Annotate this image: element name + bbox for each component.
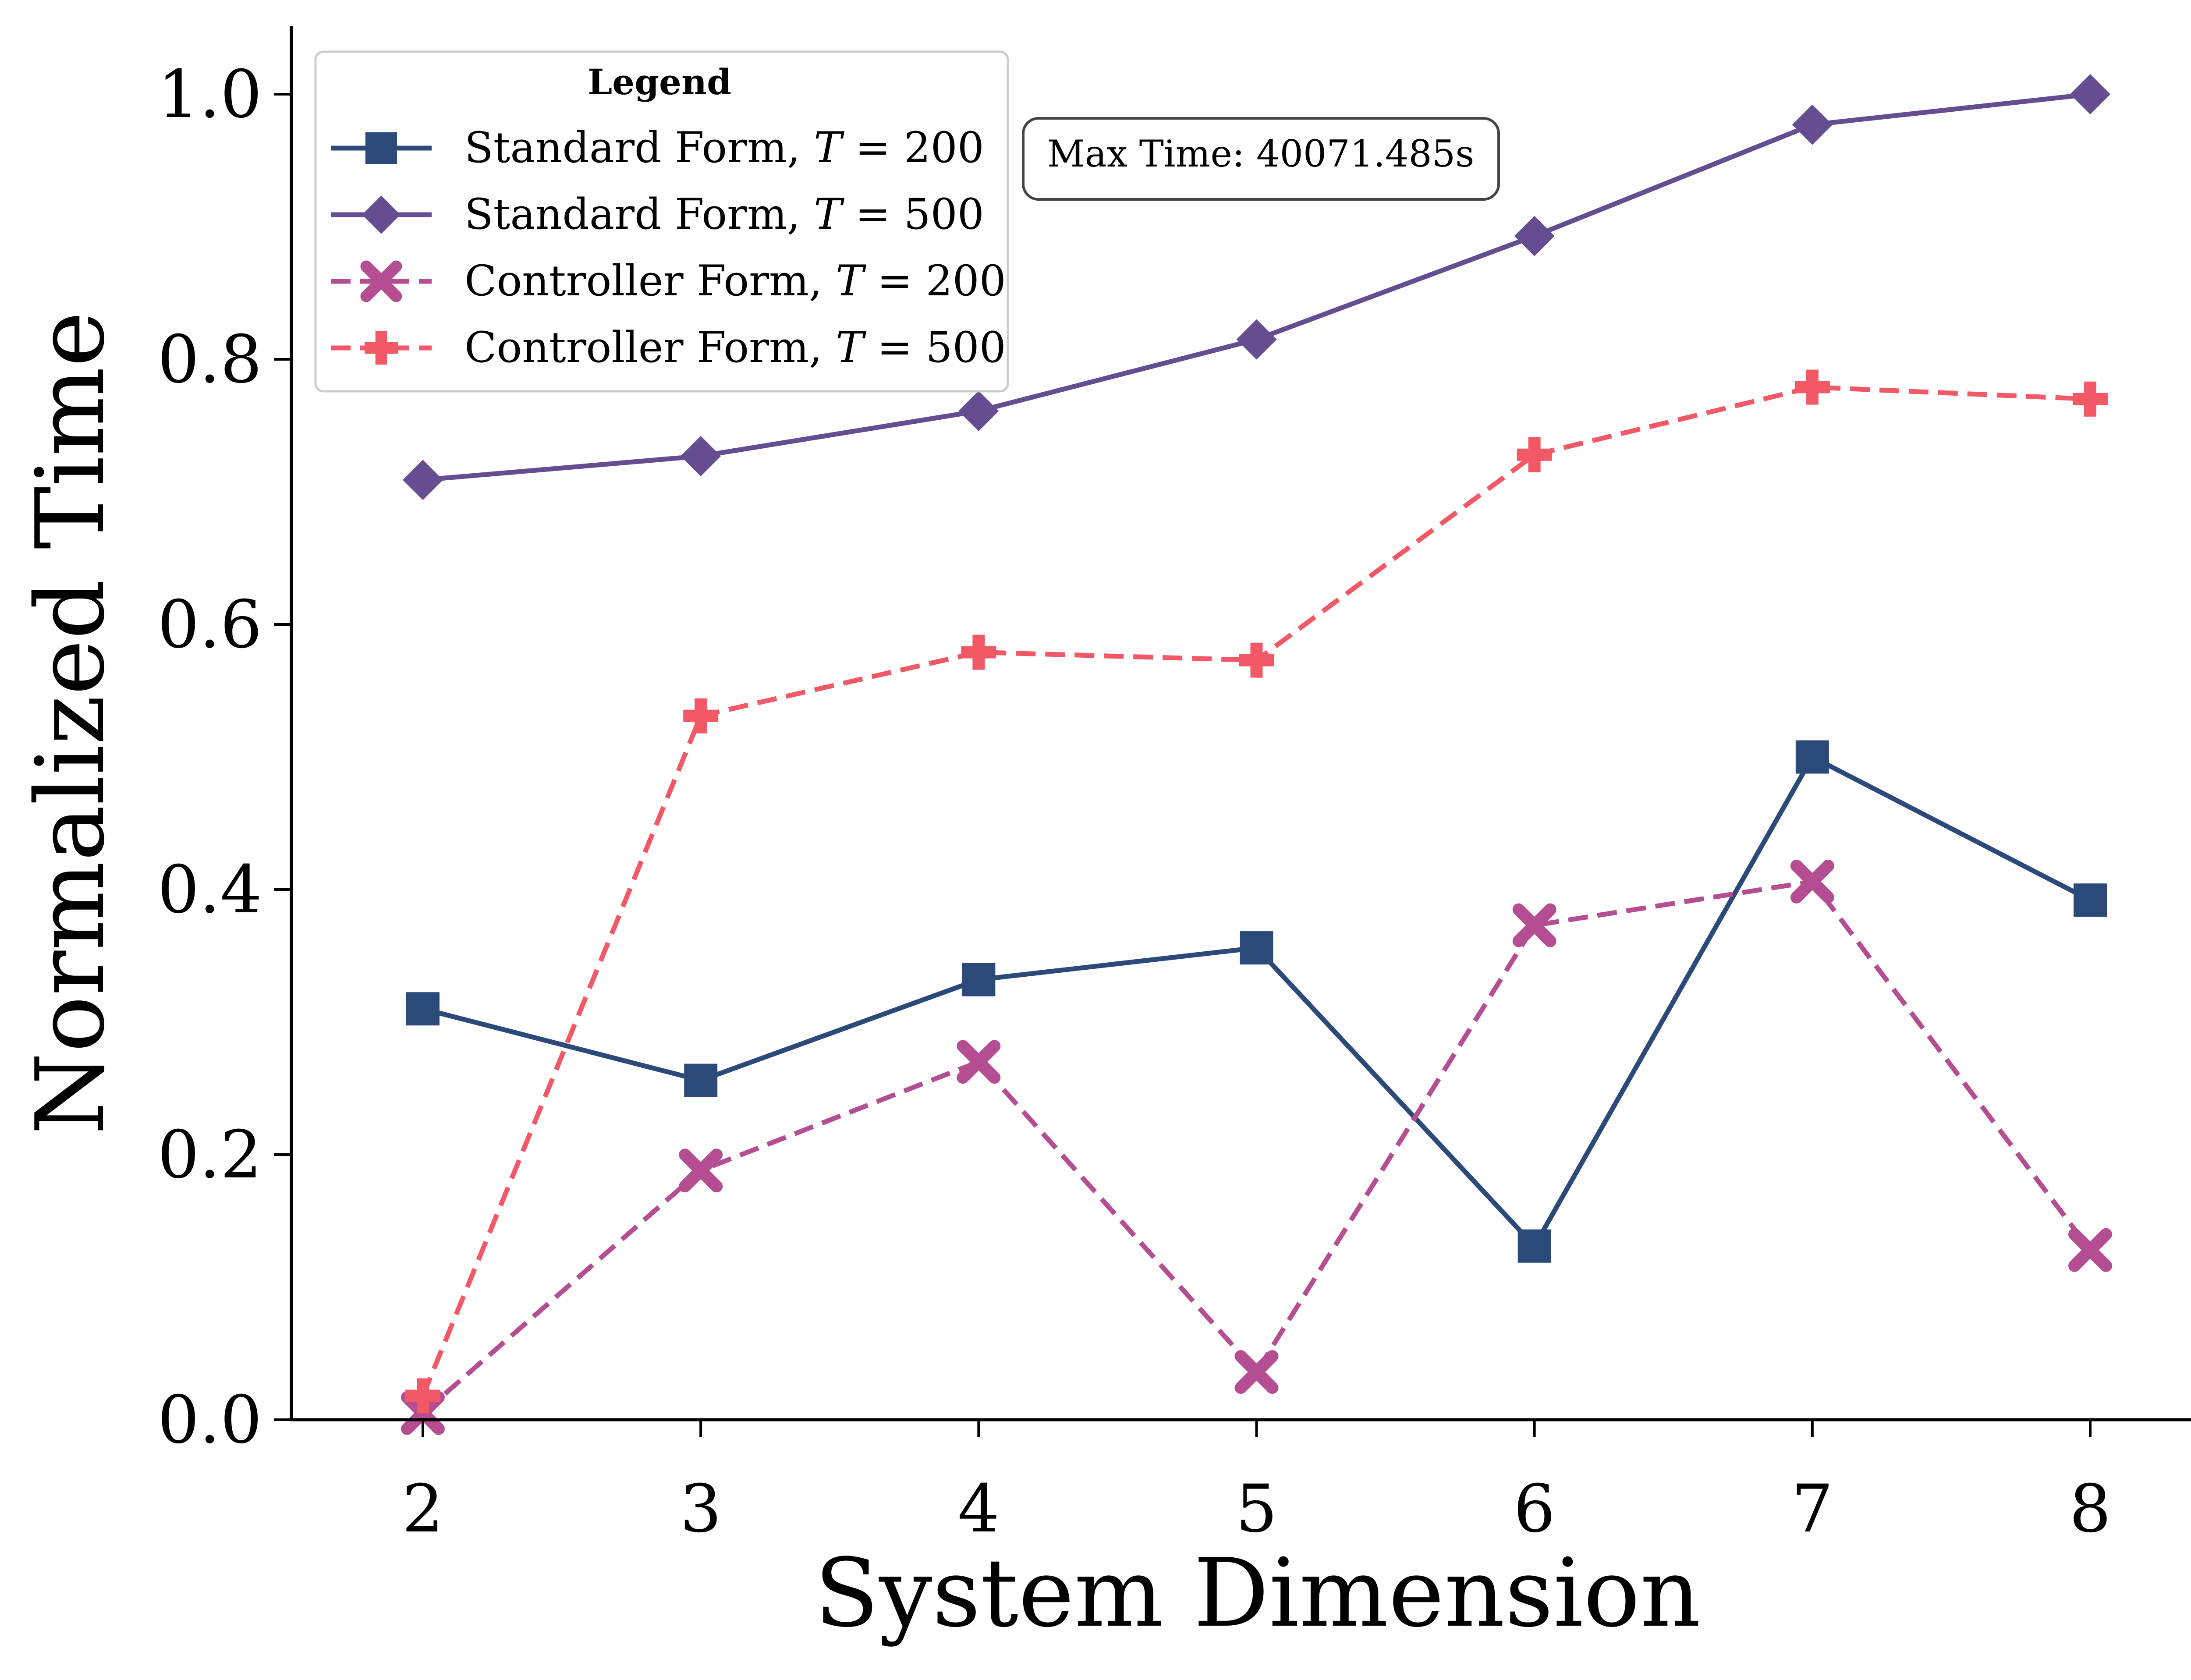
data-point-series-3 <box>1790 859 1834 904</box>
x-axis-label: System Dimension <box>815 1538 1701 1648</box>
legend-label-value: = 500 <box>864 323 1006 372</box>
x-tick-label: 6 <box>1514 1471 1555 1547</box>
data-point-series-1 <box>684 1063 718 1097</box>
data-point-series-3 <box>679 1148 723 1193</box>
y-axis-label: Normalized Time <box>15 311 125 1135</box>
data-point-series-3 <box>957 1040 1001 1084</box>
legend-label-value: = 200 <box>842 123 984 172</box>
data-point-series-1 <box>1795 740 1829 774</box>
x-tick-label: 4 <box>958 1471 1000 1547</box>
legend-label-var: T <box>814 190 844 239</box>
series-markers <box>401 74 2112 1435</box>
data-point-series-4 <box>1517 437 1552 472</box>
legend-label-value: = 500 <box>842 190 984 239</box>
annotation-box <box>1022 117 1500 201</box>
data-point-series-4 <box>405 1378 440 1414</box>
y-tick-label: 1.0 <box>157 57 262 133</box>
legend-label-text: Controller Form, <box>464 256 836 305</box>
data-point-series-3 <box>1234 1350 1279 1394</box>
data-point-series-2 <box>403 460 443 500</box>
legend-marker <box>362 195 401 234</box>
legend-marker <box>360 260 402 302</box>
legend-label: Controller Form, T = 200 <box>464 256 1006 305</box>
y-tick-label: 0.2 <box>157 1117 262 1193</box>
data-point-series-4 <box>1239 642 1274 678</box>
legend-label-var: T <box>814 123 844 172</box>
annotation-text: Max Time: 40071.485s <box>1047 132 1475 175</box>
legend-label-value: = 200 <box>864 256 1006 305</box>
data-point-series-2 <box>2070 74 2110 114</box>
y-tick-label: 0.6 <box>157 587 262 663</box>
y-tick-label: 0.4 <box>157 852 262 928</box>
x-tick-label: 8 <box>2069 1471 2111 1547</box>
y-ticks: 0.0 0.2 0.4 0.6 0.8 1.0 <box>157 57 291 1458</box>
legend-box <box>314 50 1009 393</box>
max-time-annotation: Max Time: 40071.485s <box>1022 117 1500 201</box>
x-tick-label: 5 <box>1236 1471 1277 1547</box>
data-point-series-1 <box>1240 931 1273 965</box>
legend-label-var: T <box>836 323 866 372</box>
data-point-series-2 <box>681 436 721 476</box>
data-point-series-1 <box>962 963 996 996</box>
legend-label-text: Standard Form, <box>464 190 814 239</box>
data-point-series-1 <box>1517 1229 1551 1263</box>
legend-label-var: T <box>836 256 866 305</box>
data-point-series-2 <box>1236 319 1277 360</box>
data-point-series-4 <box>1794 369 1830 405</box>
data-point-series-3 <box>1512 903 1556 947</box>
data-point-series-2 <box>958 390 999 431</box>
x-tick-label: 7 <box>1791 1471 1833 1547</box>
legend-label: Controller Form, T = 500 <box>464 323 1006 372</box>
legend-marker <box>365 331 398 365</box>
x-ticks: 2 3 4 5 6 7 8 <box>402 1420 2111 1547</box>
data-point-series-4 <box>961 634 996 670</box>
y-tick-label: 0.8 <box>157 322 262 398</box>
data-point-series-2 <box>1792 104 1833 145</box>
x-tick-label: 3 <box>680 1471 721 1547</box>
legend-label-text: Controller Form, <box>464 323 836 372</box>
data-point-series-4 <box>683 698 719 734</box>
y-tick-label: 0.0 <box>157 1382 262 1458</box>
data-point-series-3 <box>2068 1228 2112 1272</box>
data-point-series-2 <box>1514 216 1555 256</box>
data-point-series-1 <box>2074 883 2107 917</box>
data-point-series-4 <box>2073 381 2108 417</box>
legend-marker <box>365 132 397 164</box>
legend-label-text: Standard Form, <box>464 123 814 172</box>
x-tick-label: 2 <box>402 1471 443 1547</box>
data-point-series-1 <box>406 992 440 1026</box>
legend-label: Standard Form, T = 200 <box>464 123 984 172</box>
legend-title: Legend <box>588 61 731 103</box>
legend-label: Standard Form, T = 500 <box>464 190 984 239</box>
